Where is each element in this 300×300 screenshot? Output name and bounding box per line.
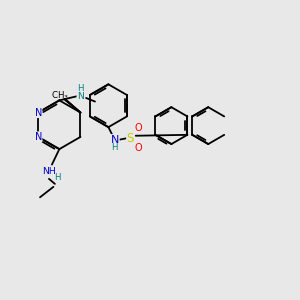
- Text: N: N: [34, 132, 42, 142]
- Text: H: H: [54, 173, 61, 182]
- Text: H: H: [77, 84, 84, 93]
- Text: N: N: [77, 92, 84, 101]
- Text: CH$_3$: CH$_3$: [51, 90, 69, 102]
- Text: N: N: [34, 108, 42, 118]
- Text: N: N: [111, 135, 119, 145]
- Text: NH: NH: [42, 167, 56, 176]
- Text: S: S: [127, 132, 134, 145]
- Text: H: H: [111, 143, 118, 152]
- Text: O: O: [135, 123, 142, 133]
- Text: O: O: [135, 142, 142, 153]
